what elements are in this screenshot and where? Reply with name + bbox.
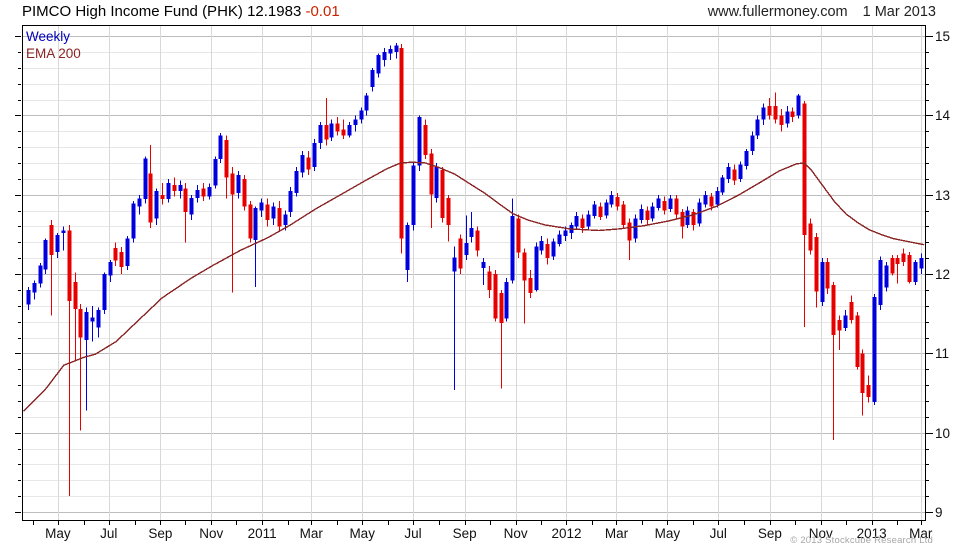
price-change: -0.01 <box>305 3 340 20</box>
svg-text:10: 10 <box>935 426 950 441</box>
svg-text:9: 9 <box>935 505 943 520</box>
svg-text:May: May <box>655 526 681 541</box>
svg-text:2012: 2012 <box>551 526 581 541</box>
svg-text:Sep: Sep <box>758 526 782 541</box>
copyright-notice: © 2013 Stockcube Research Ltd <box>790 535 933 546</box>
svg-text:Sep: Sep <box>148 526 172 541</box>
svg-text:12: 12 <box>935 267 950 282</box>
gridlines-layer <box>22 25 925 520</box>
svg-text:Nov: Nov <box>199 526 223 541</box>
legend-weekly-label: Weekly <box>26 29 71 44</box>
svg-text:2013: 2013 <box>857 526 887 541</box>
svg-text:Sep: Sep <box>453 526 477 541</box>
svg-text:2011: 2011 <box>248 526 277 541</box>
svg-text:Mar: Mar <box>605 526 629 541</box>
website-link[interactable]: www.fullermoney.com <box>707 4 848 20</box>
candles-layer <box>26 43 924 497</box>
svg-text:Nov: Nov <box>809 526 833 541</box>
svg-text:Mar: Mar <box>909 526 933 541</box>
svg-text:14: 14 <box>935 108 951 123</box>
svg-text:Jul: Jul <box>404 526 421 541</box>
chart-title: PIMCO High Income Fund (PHK) 12.1983 -0.… <box>22 3 340 20</box>
svg-text:Mar: Mar <box>300 526 324 541</box>
axes-layer: 9 10 11 12 13 14 15 May Jul Sep Nov 2011 Mar May Jul Se… <box>15 25 951 541</box>
svg-text:Nov: Nov <box>504 526 528 541</box>
chart-date: 1 Mar 2013 <box>862 4 936 20</box>
svg-text:May: May <box>349 526 375 541</box>
legend-ema-label: EMA 200 <box>26 46 81 61</box>
svg-text:11: 11 <box>935 346 949 361</box>
ema-line <box>23 161 925 412</box>
instrument-name-and-price: PIMCO High Income Fund (PHK) 12.1983 <box>22 3 302 20</box>
chart-legend: Weekly EMA 200 <box>26 28 81 62</box>
svg-text:May: May <box>45 526 71 541</box>
svg-text:Jul: Jul <box>710 526 727 541</box>
svg-text:15: 15 <box>935 29 950 44</box>
svg-text:13: 13 <box>935 188 950 203</box>
svg-text:Jul: Jul <box>100 526 117 541</box>
header-right: www.fullermoney.com 1 Mar 2013 <box>708 4 936 20</box>
